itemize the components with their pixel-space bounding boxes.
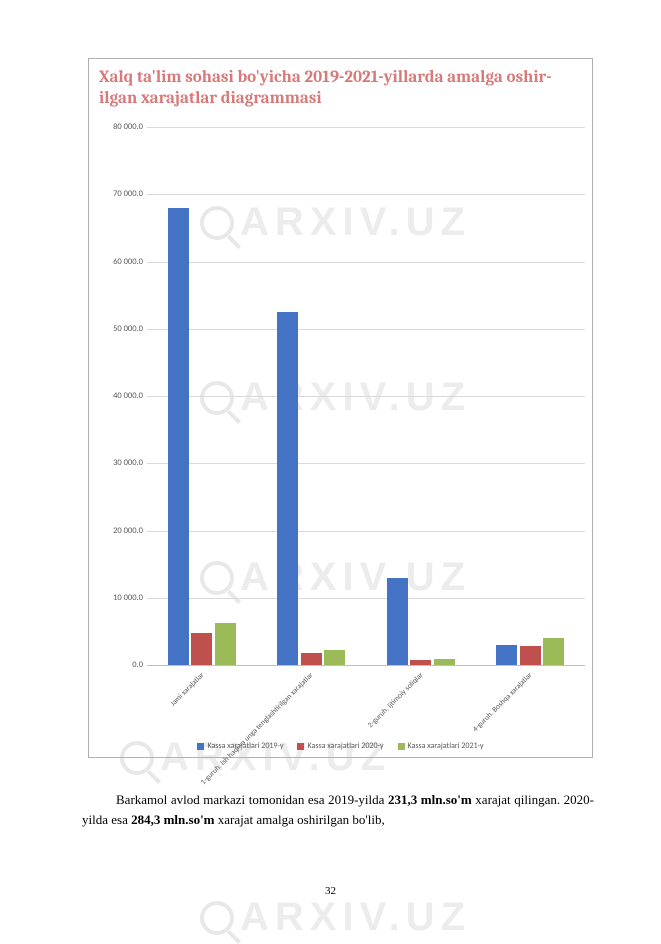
ytick-label: 30 000.0 bbox=[113, 458, 143, 468]
bar bbox=[496, 645, 517, 665]
gridline bbox=[147, 127, 585, 128]
bar bbox=[277, 312, 298, 665]
legend-label: Kassa xarajatlari 2021-y bbox=[408, 741, 484, 751]
legend-item: Kassa xarajatlari 2020-y bbox=[297, 741, 383, 751]
body-text: xarajat amalga oshirilgan bbox=[215, 812, 350, 827]
legend-swatch bbox=[197, 743, 204, 750]
legend-item: Kassa xarajatlari 2021-y bbox=[398, 741, 484, 751]
bar bbox=[215, 623, 236, 665]
bar bbox=[324, 650, 345, 665]
magnifier-icon bbox=[200, 901, 234, 935]
gridline bbox=[147, 396, 585, 397]
watermark-text: ARXIV.UZ bbox=[240, 895, 471, 940]
body-bold: 231,3 mln.so'm bbox=[388, 792, 472, 807]
bar bbox=[191, 633, 212, 665]
legend-swatch bbox=[297, 743, 304, 750]
bar bbox=[301, 653, 322, 665]
legend-item: Kassa xarajatlari 2019-y bbox=[197, 741, 283, 751]
body-text: bo'lib, bbox=[352, 812, 384, 827]
bar bbox=[168, 208, 189, 665]
gridline bbox=[147, 194, 585, 195]
ytick-label: 80 000.0 bbox=[113, 122, 143, 132]
ytick-label: 50 000.0 bbox=[113, 324, 143, 334]
bar bbox=[543, 638, 564, 665]
legend-swatch bbox=[398, 743, 405, 750]
ytick-label: 0.0 bbox=[132, 660, 143, 670]
body-bold: 284,3 mln.so'm bbox=[131, 812, 214, 827]
x-axis bbox=[147, 665, 585, 666]
gridline bbox=[147, 531, 585, 532]
legend-label: Kassa xarajatlari 2019-y bbox=[207, 741, 283, 751]
body-paragraph: Barkamol avlod markazi tomonidan esa 201… bbox=[82, 790, 594, 829]
bar bbox=[387, 578, 408, 665]
legend-label: Kassa xarajatlari 2020-y bbox=[307, 741, 383, 751]
ytick-label: 20 000.0 bbox=[113, 526, 143, 536]
bar bbox=[434, 659, 455, 665]
gridline bbox=[147, 463, 585, 464]
gridline bbox=[147, 262, 585, 263]
watermark: ARXIV.UZ bbox=[200, 895, 471, 940]
ytick-label: 40 000.0 bbox=[113, 391, 143, 401]
gridline bbox=[147, 598, 585, 599]
ytick-label: 10 000.0 bbox=[113, 593, 143, 603]
body-text: Barkamol avlod markazi tomonidan esa 201… bbox=[116, 792, 388, 807]
ytick-label: 60 000.0 bbox=[113, 257, 143, 267]
bar bbox=[520, 646, 541, 665]
ytick-label: 70 000.0 bbox=[113, 189, 143, 199]
plot-area: 0.010 000.020 000.030 000.040 000.050 00… bbox=[147, 127, 585, 665]
gridline bbox=[147, 329, 585, 330]
page-number: 32 bbox=[0, 885, 661, 897]
bar bbox=[410, 660, 431, 665]
chart-legend: Kassa xarajatlari 2019-y Kassa xarajatlar… bbox=[89, 741, 592, 751]
chart-title: Xalq ta'lim sohasi bo'yicha 2019-2021-yi… bbox=[89, 59, 592, 114]
chart-container: Xalq ta'lim sohasi bo'yicha 2019-2021-yi… bbox=[88, 58, 593, 758]
